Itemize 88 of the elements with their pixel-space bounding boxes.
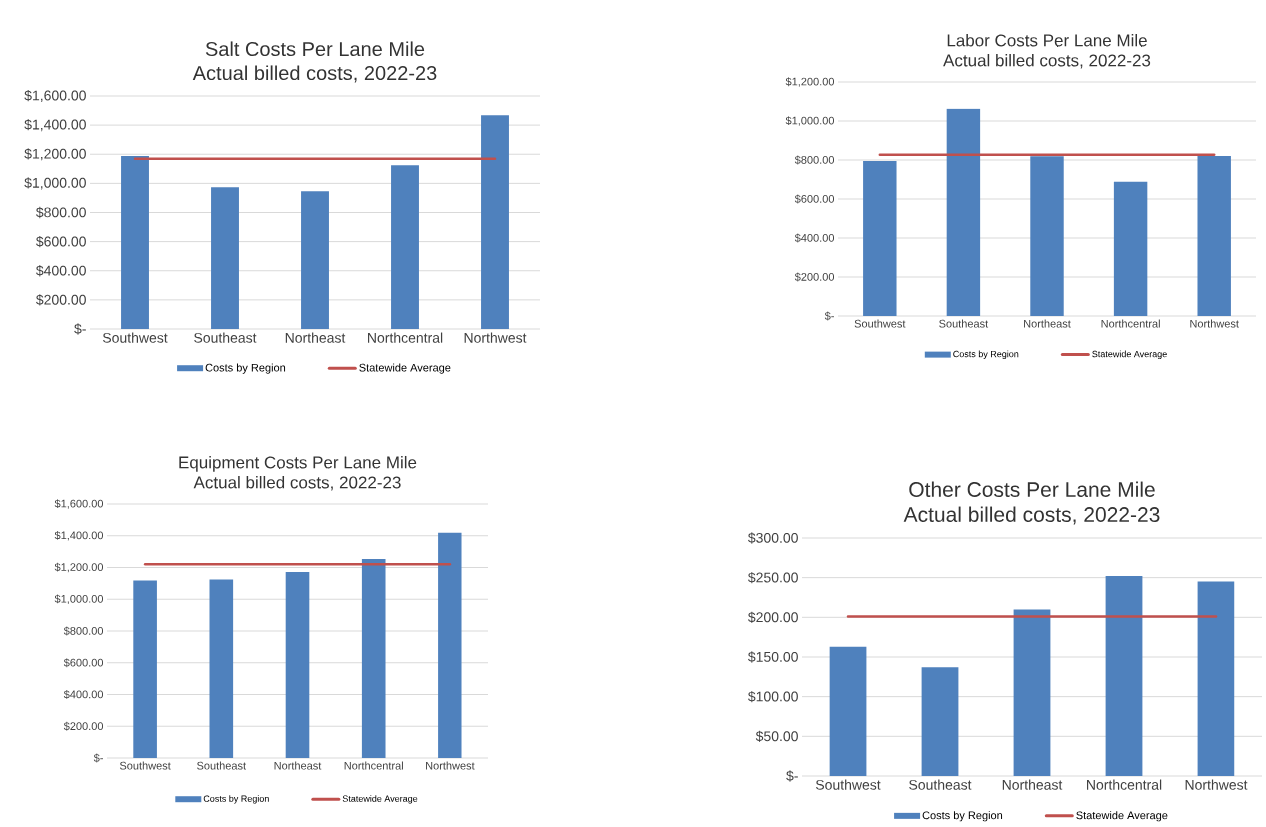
bar [361,558,386,758]
x-tick-label: Northcentral [344,761,403,770]
x-tick-label: Northwest [464,332,527,343]
y-tick-label: $1,200.00 [785,77,835,87]
y-tick-label: $800.00 [63,626,104,636]
x-tick-label: Northeast [1002,779,1063,790]
bar [1013,609,1051,776]
bar [1197,581,1235,776]
y-tick-label: $200.00 [63,721,104,731]
bar [481,115,509,329]
x-tick-label: Southeast [197,761,246,770]
bar [1105,576,1143,776]
y-tick-label: $- [786,770,798,782]
y-tick-label: $1,400.00 [24,119,86,132]
x-tick-label: Northeast [274,761,322,770]
x-tick-label: Southeast [939,319,989,328]
bar [301,191,329,329]
y-tick-label: $400.00 [794,233,835,243]
x-tick-label: Northwest [1185,779,1248,790]
y-tick-label: $800.00 [36,206,86,219]
y-tick-label: $1,000.00 [54,594,104,605]
x-tick-label: Northcentral [368,332,443,343]
x-tick-label: Southwest [102,332,168,343]
y-tick-label: $300.00 [748,532,798,544]
x-tick-label: Southwest [119,761,171,770]
x-tick-label: Northcentral [1101,319,1160,328]
y-tick-label: $400.00 [36,265,86,277]
legend-label: Statewide Average [342,795,418,804]
y-tick-label: $400.00 [63,690,104,699]
legend-label: Costs by Region [953,350,1019,359]
y-tick-label: $600.00 [63,658,104,668]
x-tick-label: Southwest [815,779,881,790]
y-tick-label: $1,400.00 [54,530,104,541]
bar [285,571,310,758]
x-tick-label: Northeast [285,332,346,343]
y-tick-label: $- [74,323,86,335]
bar [391,165,419,329]
y-tick-label: $200.00 [794,272,835,282]
y-tick-label: $1,000.00 [785,116,835,126]
x-tick-label: Northwest [1190,319,1239,328]
y-tick-label: $200.00 [748,611,798,623]
bar [1030,156,1064,316]
y-tick-label: $150.00 [748,651,798,663]
y-tick-label: $250.00 [748,571,798,584]
bar [863,160,897,316]
bar [1197,155,1231,316]
chart-title: Other Costs Per Lane Mile [909,481,1155,497]
bar [921,667,959,776]
y-tick-label: $1,600.00 [54,499,104,509]
legend-label: Statewide Average [359,363,451,374]
y-tick-label: $800.00 [794,155,835,165]
legend-label: Costs by Region [205,363,286,374]
x-tick-label: Northwest [426,761,475,770]
bar [133,580,157,758]
bar [438,532,462,758]
x-tick-label: Southeast [909,779,972,790]
bar [1113,181,1148,316]
x-tick-label: Northcentral [1087,779,1162,790]
x-tick-label: Northeast [1024,319,1071,328]
y-tick-label: $1,000.00 [24,177,86,190]
chart-subtitle: Actual billed costs, 2022-23 [903,506,1160,525]
y-tick-label: $1,600.00 [24,89,86,103]
bar [209,579,234,758]
bar [829,646,867,776]
y-tick-label: $600.00 [36,235,86,248]
x-tick-label: Southeast [194,332,257,343]
x-tick-label: Southwest [854,319,906,328]
chart-title: Salt Costs Per Lane Mile [205,41,425,57]
y-tick-label: $- [93,753,103,763]
bar [946,108,981,316]
chart-title: Equipment Costs Per Lane Mile [179,455,417,472]
y-tick-label: $50.00 [755,730,798,742]
y-tick-label: $- [824,311,834,321]
y-tick-label: $1,200.00 [54,562,104,573]
chart-title: Labor Costs Per Lane Mile [947,33,1147,47]
legend-label: Costs by Region [922,811,1003,822]
y-tick-label: $600.00 [794,194,835,204]
chart-subtitle: Actual billed costs, 2022-23 [193,475,401,491]
chart-subtitle: Actual billed costs, 2022-23 [943,53,1151,69]
legend-label: Costs by Region [203,795,269,804]
legend-label: Statewide Average [1076,811,1168,822]
bar [121,155,149,329]
y-tick-label: $200.00 [36,294,86,306]
bar [211,187,239,329]
y-tick-label: $1,200.00 [24,148,86,161]
legend-label: Statewide Average [1092,350,1167,359]
y-tick-label: $100.00 [748,690,798,703]
chart-subtitle: Actual billed costs, 2022-23 [192,65,437,83]
